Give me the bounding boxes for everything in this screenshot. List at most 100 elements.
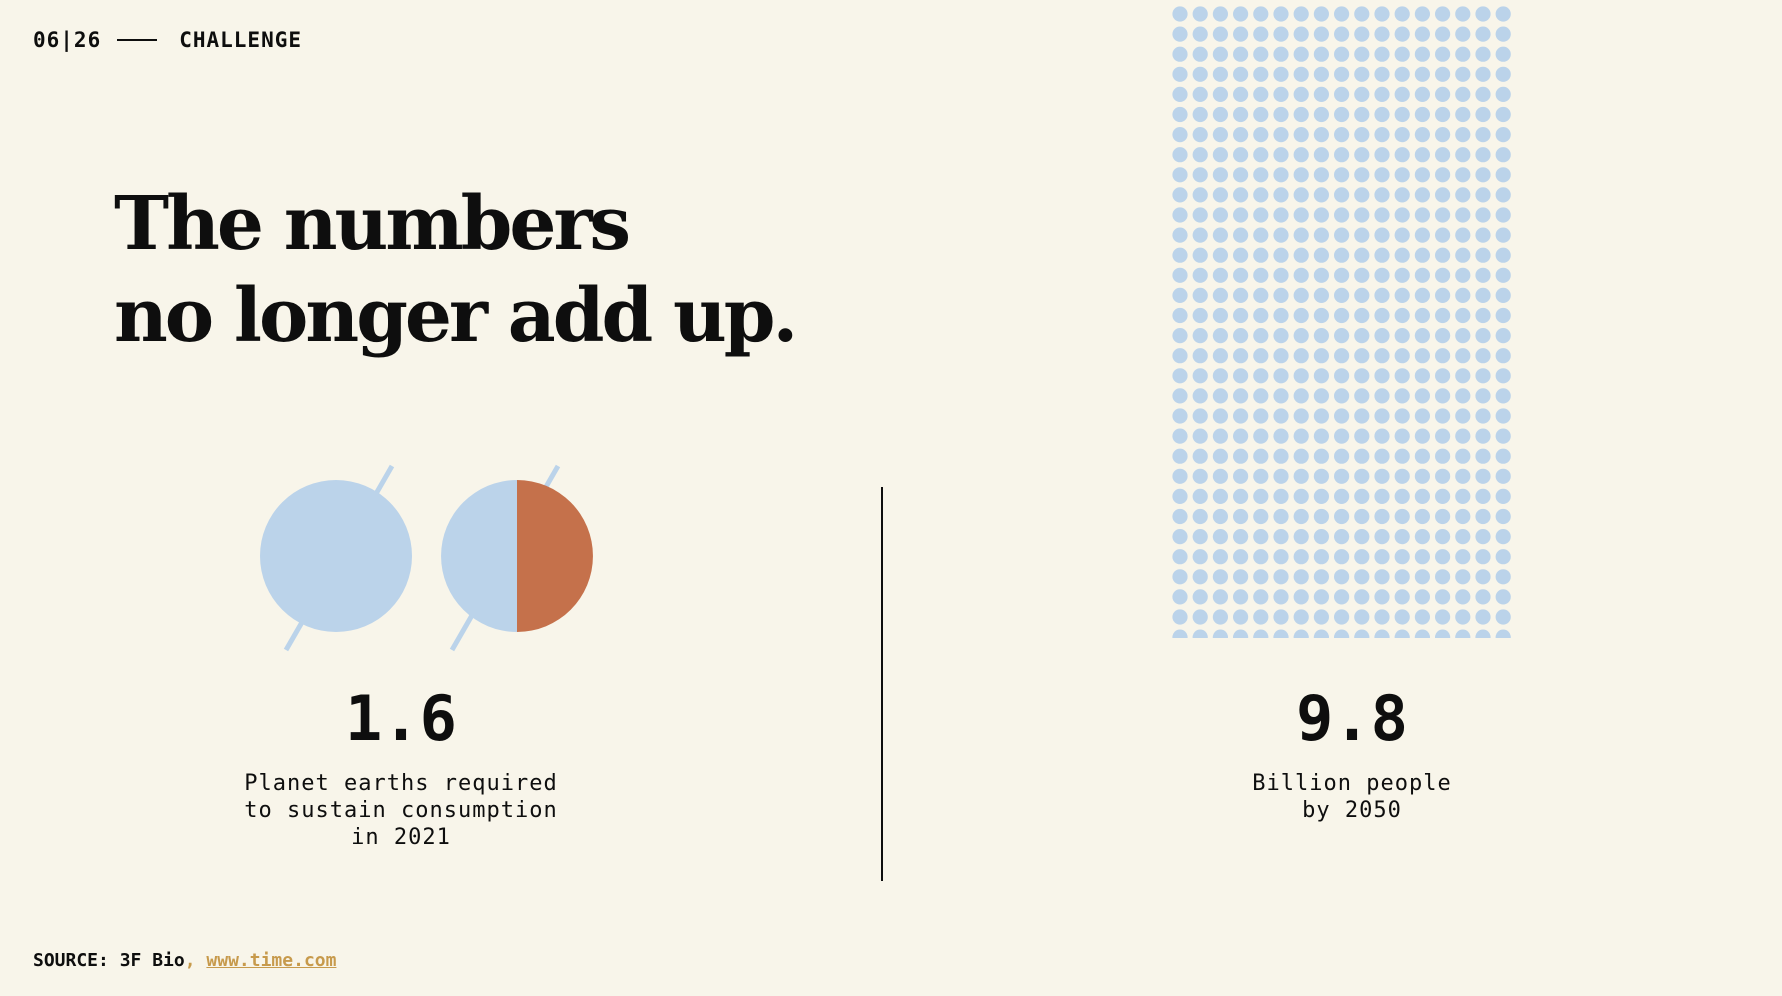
population-dot: [1172, 307, 1188, 324]
population-dot: [1172, 408, 1188, 424]
population-dot: [1253, 66, 1269, 82]
planet-half-orange: [517, 480, 593, 632]
population-dot: [1354, 408, 1370, 424]
population-dot: [1435, 106, 1451, 123]
population-dot: [1435, 287, 1451, 303]
population-dot: [1172, 529, 1188, 545]
population-dot: [1475, 448, 1491, 464]
population-dot: [1374, 147, 1390, 163]
population-dot: [1354, 448, 1370, 464]
population-dot: [1475, 569, 1491, 585]
population-dot: [1172, 468, 1188, 484]
population-dot: [1192, 589, 1208, 605]
population-dot: [1233, 6, 1249, 22]
population-dot: [1374, 86, 1390, 102]
population-dot: [1495, 488, 1511, 504]
population-dot: [1233, 609, 1249, 625]
population-dot: [1394, 227, 1410, 243]
population-dot: [1313, 468, 1329, 484]
population-dot: [1455, 287, 1471, 303]
population-dot: [1394, 46, 1410, 62]
population-dot: [1354, 127, 1370, 143]
population-dot: [1354, 328, 1370, 344]
population-dot: [1475, 408, 1491, 424]
population-dot: [1394, 488, 1410, 504]
population-dot: [1273, 287, 1289, 303]
population-dot: [1313, 46, 1329, 62]
population-dot: [1273, 106, 1289, 123]
population-dot: [1475, 207, 1491, 223]
population-dot: [1334, 488, 1350, 504]
population-dot: [1354, 368, 1370, 384]
population-dot: [1273, 468, 1289, 484]
population-dot: [1334, 247, 1350, 263]
population-dot: [1172, 207, 1188, 223]
population-dot: [1293, 629, 1309, 638]
population-dot: [1495, 86, 1511, 102]
population-dot: [1293, 589, 1309, 605]
population-dot: [1212, 26, 1228, 42]
population-dot: [1233, 448, 1249, 464]
population-dot: [1233, 569, 1249, 585]
population-dot: [1273, 549, 1289, 565]
population-dot: [1435, 609, 1451, 625]
population-dot: [1334, 127, 1350, 143]
population-dot: [1354, 388, 1370, 404]
population-dot: [1414, 629, 1430, 638]
population-dot: [1334, 529, 1350, 545]
population-dot: [1414, 508, 1430, 525]
population-dot: [1455, 26, 1471, 42]
title-line-2: no longer add up.: [114, 273, 798, 359]
population-dot: [1354, 529, 1370, 545]
population-dot: [1313, 388, 1329, 404]
population-dot: [1313, 549, 1329, 565]
population-dot: [1455, 328, 1471, 344]
population-dot: [1374, 448, 1390, 464]
planet-body: [260, 480, 412, 632]
population-dot: [1374, 428, 1390, 444]
population-dot: [1495, 167, 1511, 183]
population-dot: [1212, 307, 1228, 324]
population-dot: [1253, 227, 1269, 243]
population-dot: [1253, 388, 1269, 404]
population-dot: [1293, 307, 1309, 324]
population-dot: [1192, 609, 1208, 625]
population-dot: [1475, 127, 1491, 143]
population-dot: [1374, 127, 1390, 143]
population-dot: [1172, 589, 1188, 605]
population-dot: [1233, 106, 1249, 123]
population-dot: [1233, 549, 1249, 565]
population-dot: [1253, 609, 1269, 625]
source-link[interactable]: www.time.com: [206, 950, 337, 971]
population-dot: [1455, 468, 1471, 484]
population-dot: [1172, 167, 1188, 183]
population-dot: [1172, 187, 1188, 203]
population-dot: [1435, 589, 1451, 605]
population-dot: [1495, 26, 1511, 42]
source-label: SOURCE: 3F Bio: [33, 950, 185, 971]
population-dot: [1313, 247, 1329, 263]
population-dot: [1253, 589, 1269, 605]
population-dot: [1293, 227, 1309, 243]
planet-partial-icon: [441, 464, 593, 652]
population-dot: [1293, 147, 1309, 163]
population-dot: [1192, 227, 1208, 243]
population-dot: [1374, 569, 1390, 585]
population-dot: [1313, 106, 1329, 123]
population-dot: [1334, 267, 1350, 283]
population-dot: [1334, 448, 1350, 464]
population-dot: [1334, 287, 1350, 303]
population-dot: [1455, 147, 1471, 163]
population-dot: [1253, 247, 1269, 263]
stat-earths-description: Planet earths required to sustain consum…: [244, 771, 558, 850]
population-dot: [1475, 247, 1491, 263]
population-dot: [1293, 348, 1309, 364]
population-dot: [1455, 348, 1471, 364]
population-dot: [1334, 388, 1350, 404]
population-dot: [1334, 428, 1350, 444]
population-dot: [1172, 127, 1188, 143]
population-dot: [1475, 167, 1491, 183]
population-dot: [1414, 6, 1430, 22]
population-dot: [1253, 348, 1269, 364]
population-dot: [1394, 106, 1410, 123]
